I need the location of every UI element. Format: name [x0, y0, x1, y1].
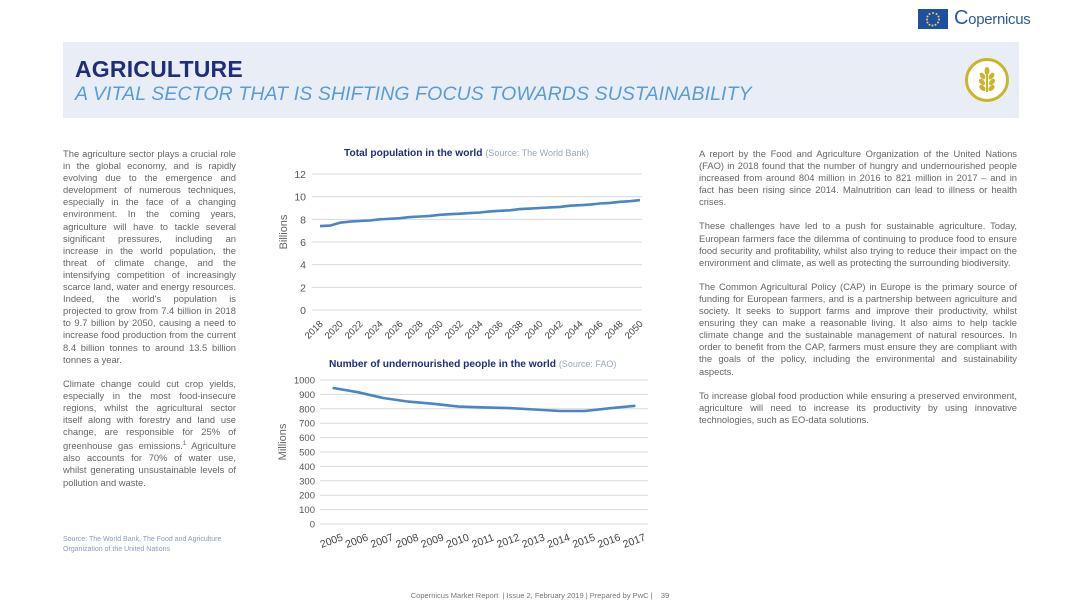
x-tick-label: 2046 [583, 319, 606, 342]
copernicus-logo: Copernicus [954, 7, 1031, 29]
y-tick-label: 800 [299, 404, 315, 415]
x-tick-label: 2011 [470, 532, 495, 551]
y-tick-label: 100 [299, 505, 315, 516]
x-tick-label: 2010 [445, 531, 471, 550]
x-tick-label: 2030 [423, 319, 446, 342]
x-tick-label: 2012 [495, 531, 521, 550]
x-tick-label: 2014 [546, 531, 572, 550]
population-series-line [319, 198, 641, 228]
y-tick-label: 400 [299, 462, 315, 473]
right-paragraph-3: The Common Agricultural Policy (CAP) in … [699, 280, 1017, 377]
y-tick-label: 0 [300, 305, 306, 317]
x-tick-label: 2028 [403, 319, 426, 342]
right-paragraph-1: A report by the Food and Agriculture Org… [699, 148, 1017, 208]
x-tick-label: 2036 [483, 319, 506, 342]
y-tick-label: 0 [310, 520, 315, 531]
x-tick-label: 2022 [343, 319, 366, 342]
x-tick-label: 2040 [523, 319, 546, 342]
eu-flag-icon [918, 8, 948, 29]
page-title: AGRICULTURE [75, 56, 243, 82]
undernourished-chart: 0 100 200 300 400 500 600 700 800 900 1000 Millions… [277, 376, 648, 551]
left-text-column: The agriculture sector plays a crucial r… [63, 148, 236, 501]
y-tick-label: 500 [299, 448, 315, 459]
chart-1-title: Total population in the world (Source: T… [344, 148, 590, 159]
y-tick-label: 4 [300, 260, 306, 272]
page-subtitle: A VITAL SECTOR THAT IS SHIFTING FOCUS TO… [75, 83, 752, 105]
x-tick-label: 2013 [520, 531, 546, 550]
y-tick-label: 600 [299, 433, 315, 444]
x-tick-label: 2007 [369, 531, 395, 550]
x-tick-label: 2016 [596, 531, 622, 550]
x-tick-label: 2005 [319, 531, 345, 550]
x-tick-label: 2044 [563, 319, 586, 342]
x-tick-label: 2032 [443, 319, 466, 342]
y-tick-label: 10 [294, 192, 306, 204]
x-tick-label: 2009 [419, 531, 445, 550]
x-tick-label: 2017 [621, 531, 647, 550]
y-tick-label: 200 [299, 491, 315, 502]
source-note: Source: The World Bank, The Food and Agr… [63, 536, 222, 553]
x-tick-label: 2015 [571, 531, 597, 550]
y-tick-label: 700 [299, 419, 315, 430]
x-tick-label: 2038 [503, 319, 526, 342]
x-tick-label: 2006 [344, 531, 370, 550]
y-tick-label: 6 [300, 237, 306, 249]
x-tick-label: 2048 [603, 319, 626, 342]
title-banner: AGRICULTURE A VITAL SECTOR THAT IS SHIFT… [63, 42, 1019, 118]
y-tick-label: 8 [300, 214, 306, 226]
y-axis-label: Billions [278, 214, 290, 249]
left-paragraph-1: The agriculture sector plays a crucial r… [63, 148, 236, 365]
x-tick-label: 2020 [323, 319, 346, 342]
y-tick-label: 2 [300, 282, 306, 294]
page-footer: Copernicus Market Report | Issue 2, Febr… [410, 591, 670, 600]
right-text-column: A report by the Food and Agriculture Org… [699, 148, 1017, 438]
wheat-icon [965, 58, 1009, 102]
y-tick-label: 12 [294, 169, 306, 181]
y-tick-label: 1000 [294, 376, 315, 387]
x-tick-label: 2042 [543, 319, 566, 342]
left-paragraph-2: Climate change could cut crop yields, es… [63, 377, 236, 488]
right-paragraph-2: These challenges have led to a push for … [699, 220, 1017, 268]
x-tick-label: 2050 [623, 319, 646, 342]
x-tick-label: 2034 [463, 319, 486, 342]
x-tick-label: 2008 [394, 531, 420, 550]
logo-area: Copernicus [918, 7, 1031, 30]
y-tick-label: 300 [299, 476, 315, 487]
x-tick-label: 2024 [363, 319, 386, 342]
right-paragraph-4: To increase global food production while… [699, 389, 1017, 425]
x-tick-label: 2026 [383, 319, 406, 342]
x-tick-label: 2018 [303, 319, 326, 342]
population-chart: 0 2 4 6 8 10 12 Billions 20182020202220242026202… [278, 169, 646, 342]
chart-2-title: Number of undernourished people in the w… [329, 359, 617, 370]
undernourished-series-line [332, 386, 636, 413]
y-tick-label: 900 [299, 390, 315, 401]
y-axis-label: Millions [277, 423, 289, 460]
